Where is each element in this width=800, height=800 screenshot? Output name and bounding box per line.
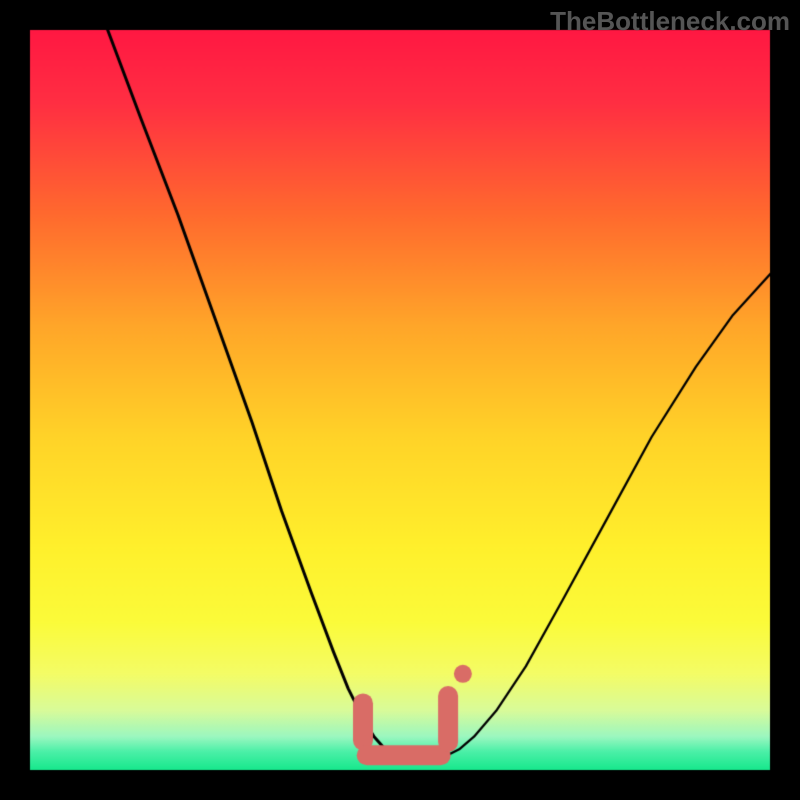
watermark-text: TheBottleneck.com [550,6,790,37]
bottleneck-chart-canvas [0,0,800,800]
chart-container: TheBottleneck.com [0,0,800,800]
